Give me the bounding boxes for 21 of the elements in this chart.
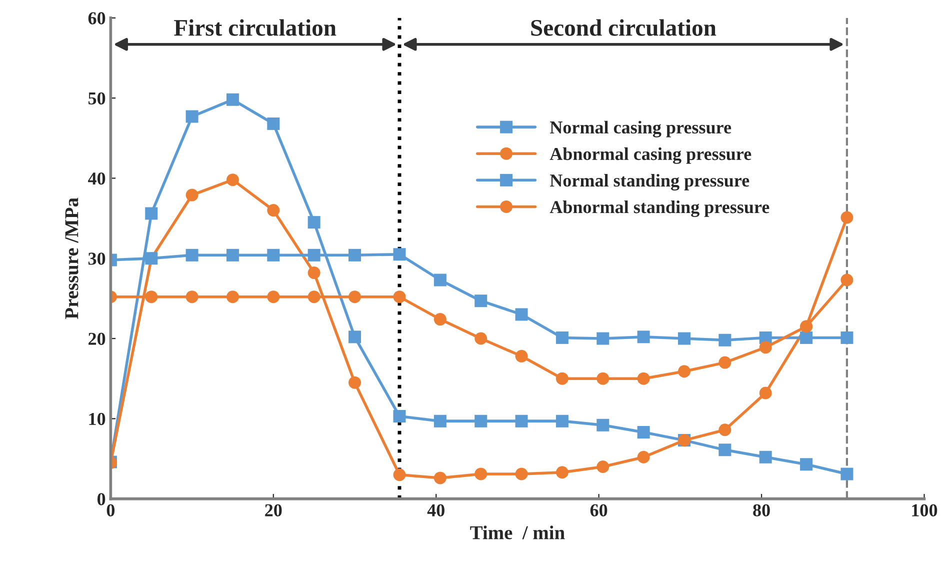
legend-label: Abnormal standing pressure	[550, 200, 770, 218]
y-tick-label: 20	[88, 332, 106, 345]
y-tick-label: 0	[97, 493, 106, 506]
legend-label: Normal casing pressure	[550, 120, 732, 138]
y-tick-label: 40	[88, 172, 106, 185]
x-tick-label: 0	[106, 504, 115, 516]
annotation: Second circulation	[531, 19, 716, 36]
x-axis-title: Time / min	[470, 526, 565, 540]
x-tick-label: 40	[427, 504, 444, 516]
y-tick-label: 30	[88, 252, 106, 265]
y-axis-title: Pressure /MPa	[65, 198, 78, 319]
annotation: First circulation	[174, 19, 336, 36]
y-tick-label: 50	[88, 92, 106, 105]
y-tick-label: 10	[89, 412, 106, 426]
legend-label: Normal standing pressure	[550, 174, 750, 190]
x-tick-label: 60	[590, 504, 608, 516]
legend-label: Abnormal casing pressure	[550, 147, 752, 164]
y-tick-label: 60	[88, 12, 106, 24]
x-tick-label: 80	[753, 504, 770, 516]
x-tick-label: 100	[912, 504, 938, 516]
x-tick-label: 20	[265, 504, 282, 516]
